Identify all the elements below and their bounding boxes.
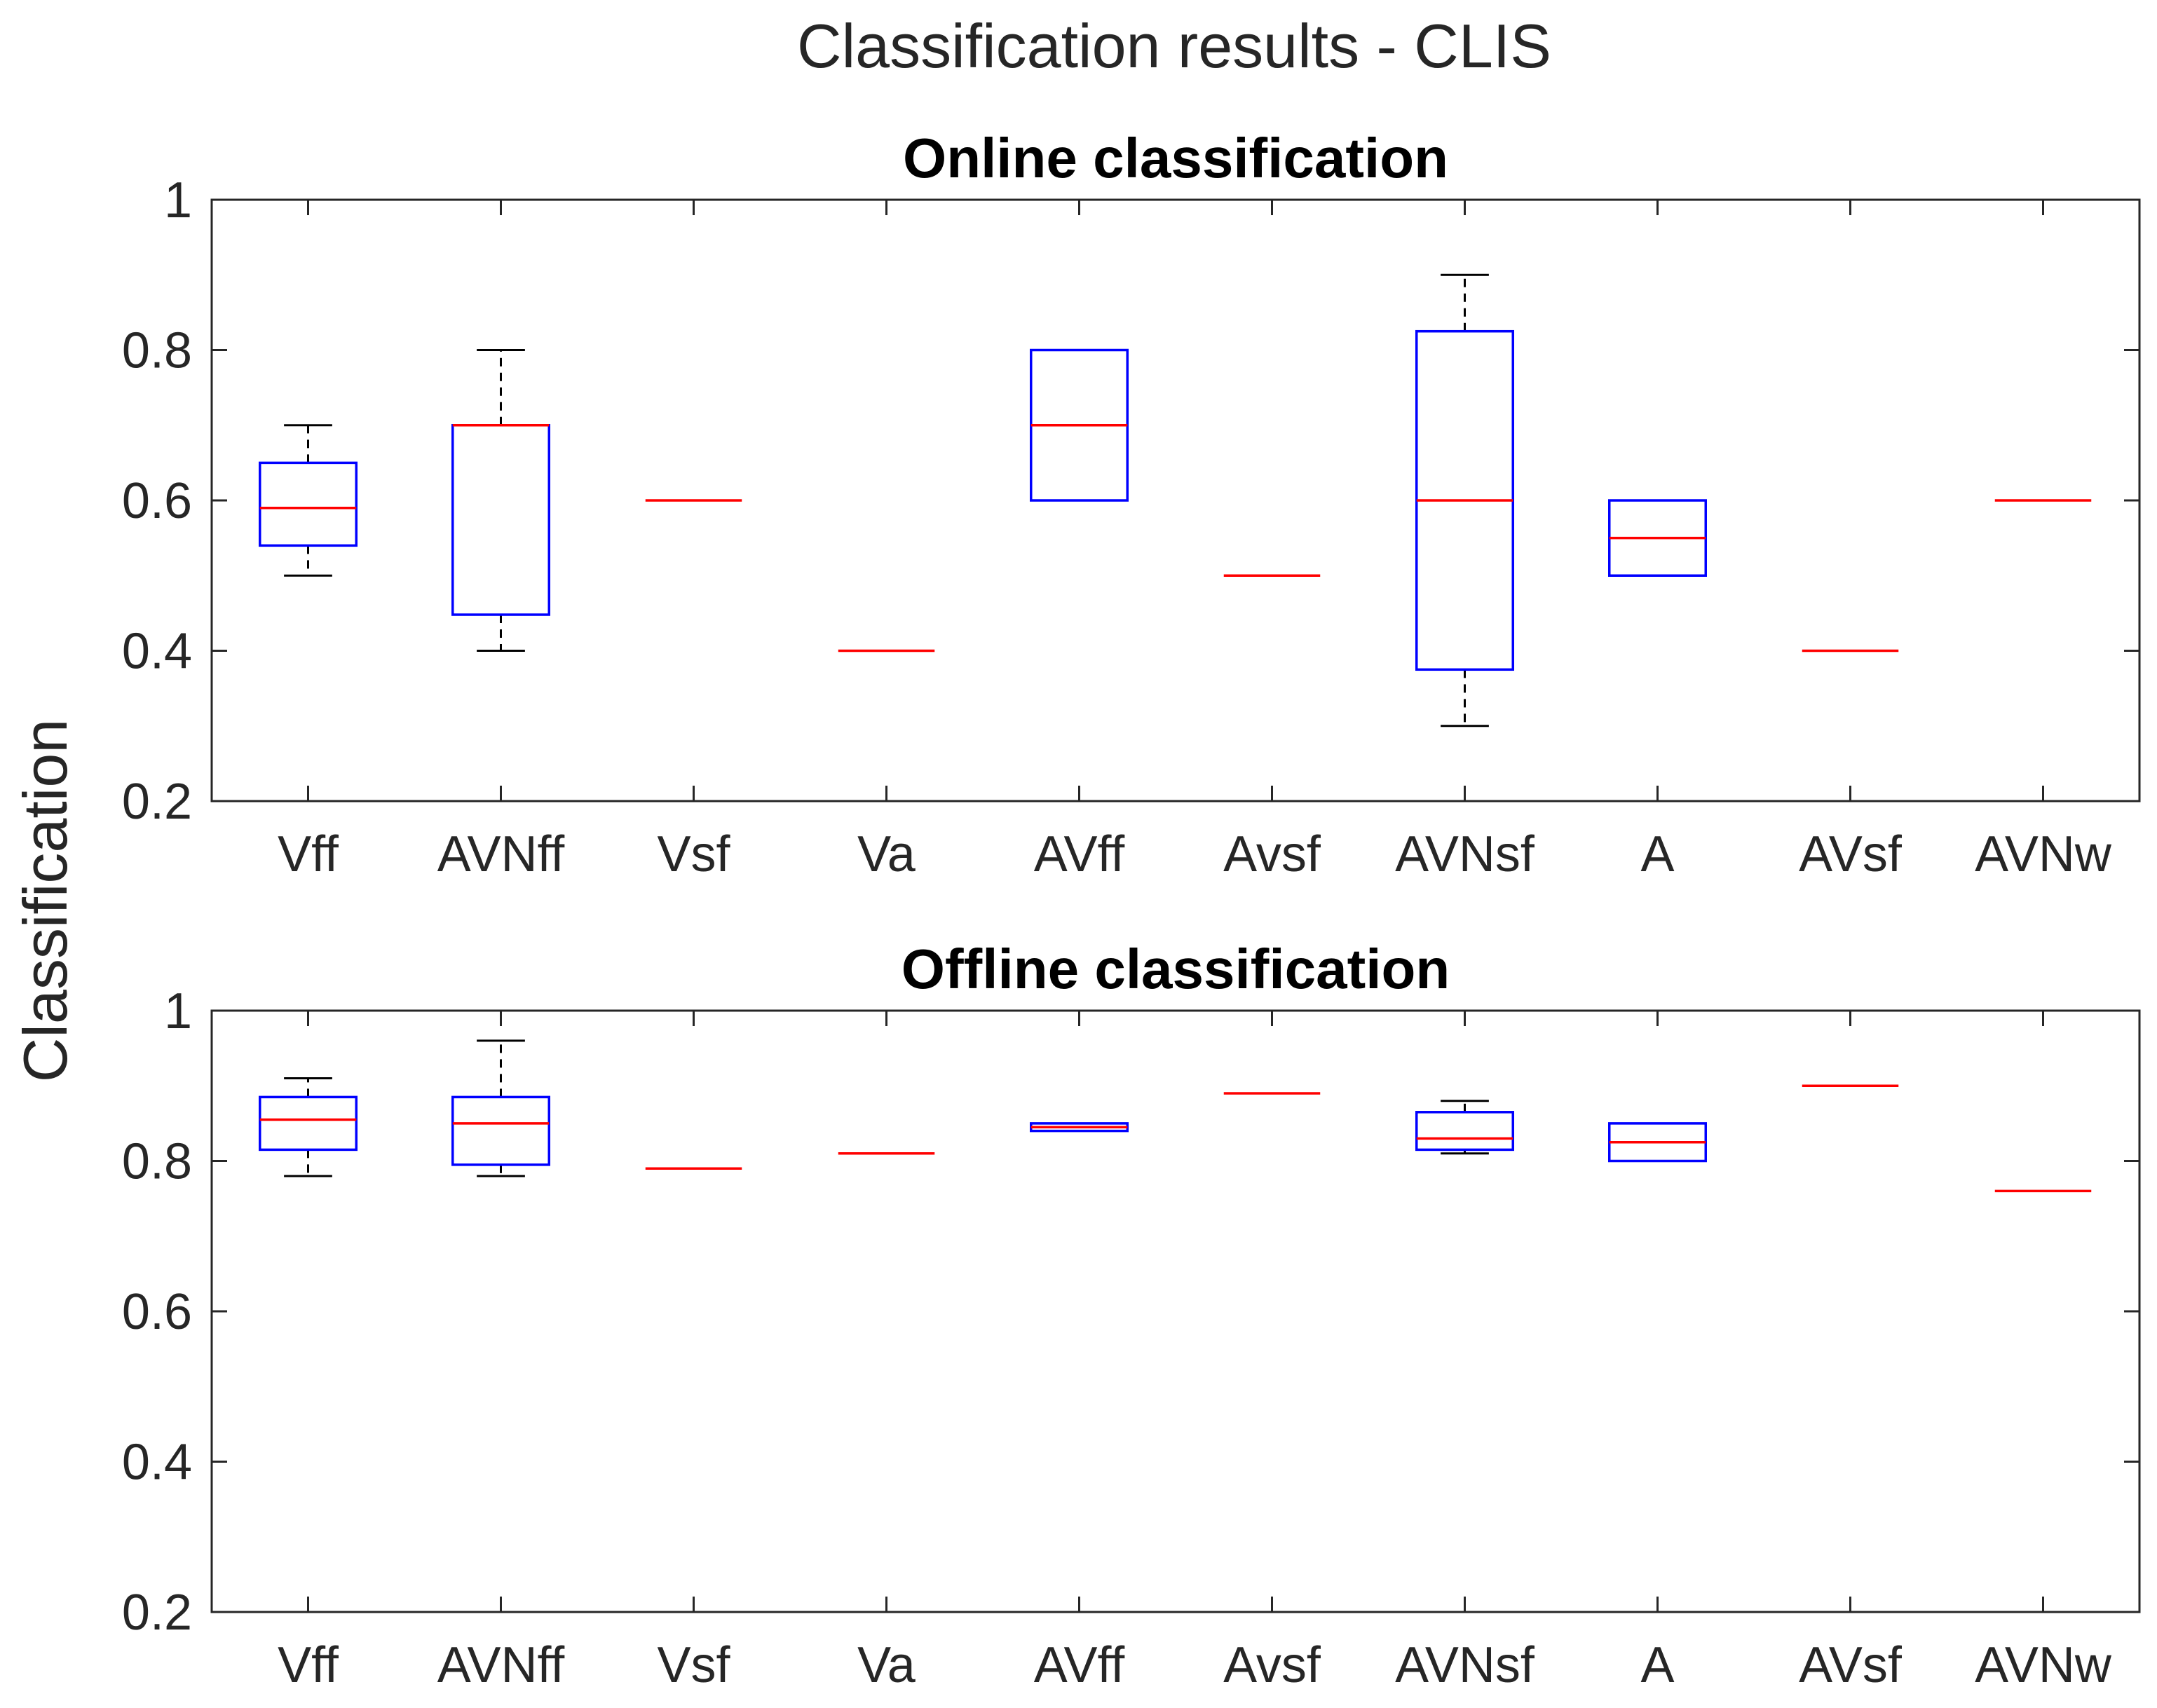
x-tick-label: AVNw	[1975, 1637, 2112, 1693]
iqr-box	[259, 1095, 358, 1152]
iqr-box	[1415, 1111, 1514, 1152]
x-tick-label: AVNw	[1975, 826, 2112, 882]
figure-title: Classification results - CLIS	[797, 11, 1551, 81]
x-tick-label: Vff	[278, 1637, 339, 1693]
x-tick-label: A	[1640, 1637, 1674, 1693]
y-tick-label: 0.4	[122, 1435, 192, 1491]
box-AVNsf	[1415, 1100, 1514, 1155]
x-tick-label: AVNsf	[1395, 826, 1535, 882]
box-A	[1608, 1122, 1707, 1163]
box-AVNsf	[1415, 273, 1514, 727]
x-tick-label: AVNff	[437, 826, 565, 882]
x-tick-label: AVff	[1034, 1637, 1125, 1693]
y-tick-label: 0.8	[122, 1134, 192, 1190]
x-tick-label: Avsf	[1223, 826, 1321, 882]
panels-group: Online classification 0.2 0.4 0.6 0.8 1 Vff AVN…	[122, 127, 2141, 1693]
box-A	[1608, 499, 1707, 577]
x-tick-label: Avsf	[1223, 1637, 1321, 1693]
x-tick-label: Va	[857, 1637, 916, 1693]
y-axis-label: Classification	[11, 719, 80, 1082]
x-tick-label: AVsf	[1799, 826, 1903, 882]
x-tick-label: AVNsf	[1395, 1637, 1535, 1693]
y-tick-label: 0.6	[122, 1284, 192, 1340]
x-tick-label: AVff	[1034, 826, 1125, 882]
x-tick-label: Vsf	[657, 1637, 730, 1693]
iqr-box	[259, 461, 358, 547]
box-Vff	[259, 424, 358, 577]
panel-title: Online classification	[903, 127, 1448, 189]
y-tick-label: 0.8	[122, 323, 192, 379]
y-tick-label: 0.4	[122, 624, 192, 680]
x-tick-label: AVsf	[1799, 1637, 1903, 1693]
panel-title: Offline classification	[901, 938, 1450, 1000]
x-tick-label: Vsf	[657, 826, 730, 882]
x-tick-label: AVNff	[437, 1637, 565, 1693]
x-tick-label: Vff	[278, 826, 339, 882]
y-tick-label: 0.2	[122, 774, 192, 830]
y-tick-label: 1	[164, 983, 192, 1039]
box-Vff	[259, 1077, 358, 1177]
x-tick-label: Va	[857, 826, 916, 882]
box-AVNff	[451, 349, 550, 652]
y-tick-label: 0.6	[122, 473, 192, 529]
panel-online: Online classification 0.2 0.4 0.6 0.8 1 Vff AVN…	[122, 127, 2141, 882]
x-tick-label: A	[1640, 826, 1674, 882]
y-tick-label: 0.2	[122, 1585, 192, 1641]
iqr-box	[451, 1095, 550, 1166]
box-AVff	[1030, 348, 1129, 502]
y-tick-label: 1	[164, 172, 192, 228]
box-AVff	[1030, 1122, 1129, 1133]
box-AVNff	[451, 1039, 550, 1177]
